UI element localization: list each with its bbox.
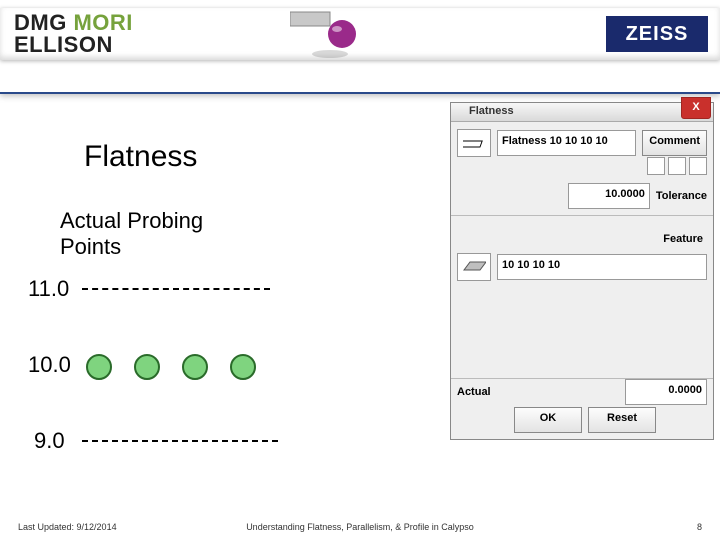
tolerance-field[interactable]: 10.0000 bbox=[568, 183, 650, 209]
probe-point-4 bbox=[230, 354, 256, 380]
actual-label: Actual bbox=[457, 386, 501, 398]
logo-ellison: ELLISON bbox=[14, 34, 133, 56]
y-label-11: 11.0 bbox=[28, 276, 69, 302]
toolbar-icons bbox=[647, 157, 707, 175]
slide-title: Flatness bbox=[84, 140, 197, 174]
probe-illustration bbox=[290, 0, 360, 60]
slide-subtitle: Actual Probing Points bbox=[60, 208, 203, 260]
comment-button[interactable]: Comment bbox=[642, 130, 707, 156]
dialog-title: Flatness bbox=[469, 105, 514, 117]
row-name: Flatness 10 10 10 10 Comment bbox=[457, 129, 707, 157]
dmg-mori-ellison-logo: DMG MORI ELLISON bbox=[14, 12, 133, 56]
row-actual: Actual 0.0000 bbox=[457, 379, 707, 405]
row-feature: 10 10 10 10 bbox=[457, 253, 707, 281]
y-label-9: 9.0 bbox=[34, 428, 65, 454]
separator-1 bbox=[451, 215, 713, 216]
flatness-dialog: Flatness X Flatness 10 10 10 10 Comment … bbox=[450, 102, 714, 440]
probe-point-1 bbox=[86, 354, 112, 380]
dashed-upper bbox=[82, 288, 270, 290]
row-toolbar bbox=[457, 157, 707, 175]
flatness-symbol-icon[interactable] bbox=[457, 129, 491, 157]
zeiss-logo: ZEISS bbox=[606, 16, 708, 52]
row-tolerance: 10.0000 Tolerance bbox=[457, 183, 707, 209]
footer-title: Understanding Flatness, Parallelism, & P… bbox=[0, 522, 720, 532]
characteristic-name-field[interactable]: Flatness 10 10 10 10 bbox=[497, 130, 636, 156]
row-feature-header: Feature bbox=[457, 233, 703, 245]
tolerance-label: Tolerance bbox=[656, 190, 707, 202]
y-label-10: 10.0 bbox=[28, 352, 71, 378]
close-button[interactable]: X bbox=[681, 97, 711, 119]
feature-field[interactable]: 10 10 10 10 bbox=[497, 254, 707, 280]
tool-icon-2[interactable] bbox=[668, 157, 686, 175]
feature-section-label: Feature bbox=[663, 233, 703, 245]
dashed-lower bbox=[82, 440, 278, 442]
actual-value-field: 0.0000 bbox=[625, 379, 707, 405]
reset-button[interactable]: Reset bbox=[588, 407, 656, 433]
probe-point-2 bbox=[134, 354, 160, 380]
plane-feature-icon[interactable] bbox=[457, 253, 491, 281]
row-buttons: OK Reset bbox=[457, 407, 707, 433]
header: DMG MORI ELLISON ZEISS bbox=[0, 0, 720, 94]
tool-icon-1[interactable] bbox=[647, 157, 665, 175]
tool-icon-3[interactable] bbox=[689, 157, 707, 175]
probe-point-3 bbox=[182, 354, 208, 380]
dialog-title-bar: Flatness X bbox=[451, 103, 713, 122]
ok-button[interactable]: OK bbox=[514, 407, 582, 433]
footer-page-number: 8 bbox=[697, 522, 702, 532]
